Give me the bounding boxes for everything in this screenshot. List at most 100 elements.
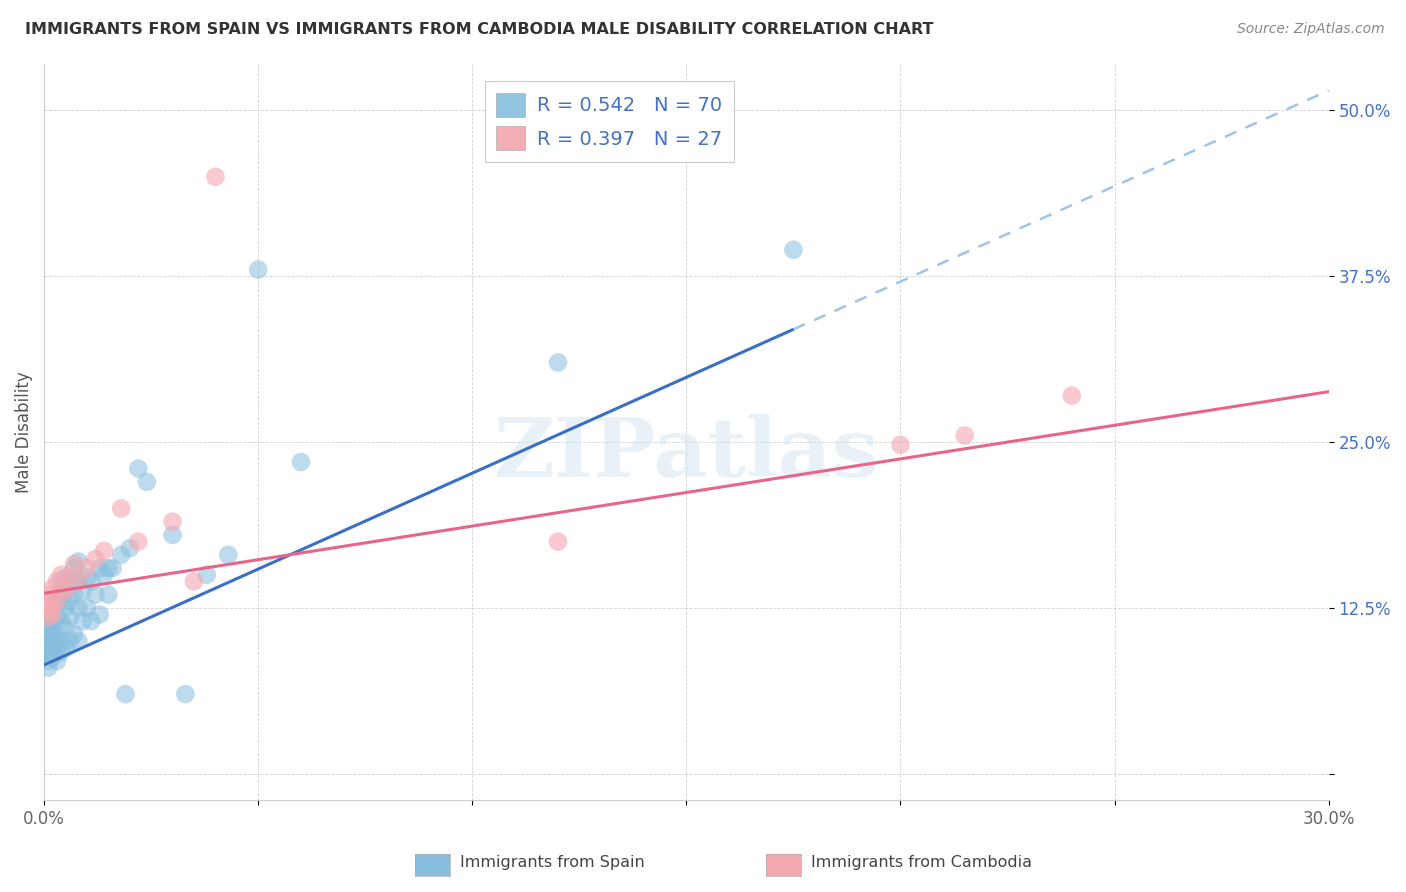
Point — [55, 570, 77, 584]
Point — [37, 597, 59, 611]
Point — [547, 534, 569, 549]
Point — [183, 574, 205, 589]
Point — [162, 528, 184, 542]
Point — [59, 610, 82, 624]
Point — [162, 515, 184, 529]
Point — [46, 610, 69, 624]
Point — [127, 534, 149, 549]
Point — [84, 588, 107, 602]
Point — [55, 583, 77, 598]
Point — [76, 600, 98, 615]
Point — [135, 475, 157, 489]
Point — [547, 355, 569, 369]
Point — [63, 627, 86, 641]
Point — [55, 583, 77, 598]
Point — [63, 561, 86, 575]
Point — [76, 561, 98, 575]
Point — [55, 640, 77, 655]
Point — [37, 588, 59, 602]
Point — [84, 551, 107, 566]
Point — [59, 574, 82, 589]
Point — [217, 548, 239, 562]
Point — [110, 501, 132, 516]
Point — [782, 243, 804, 257]
Text: ZIPatlas: ZIPatlas — [494, 414, 879, 494]
Point — [59, 570, 82, 584]
Point — [37, 621, 59, 635]
Point — [41, 632, 63, 646]
Point — [114, 687, 136, 701]
Point — [41, 581, 63, 595]
Point — [37, 610, 59, 624]
Point — [889, 438, 911, 452]
Point — [174, 687, 197, 701]
Point — [118, 541, 141, 556]
Point — [80, 614, 103, 628]
Point — [89, 607, 111, 622]
Point — [72, 583, 94, 598]
Point — [37, 605, 59, 619]
Point — [37, 648, 59, 662]
Point — [37, 660, 59, 674]
Point — [247, 262, 270, 277]
Point — [93, 544, 115, 558]
Point — [51, 574, 73, 589]
Point — [41, 637, 63, 651]
Point — [46, 627, 69, 641]
Text: Immigrants from Cambodia: Immigrants from Cambodia — [811, 855, 1032, 870]
Text: Immigrants from Spain: Immigrants from Spain — [460, 855, 644, 870]
Point — [97, 561, 120, 575]
Point — [97, 588, 120, 602]
Point — [46, 594, 69, 608]
Point — [55, 621, 77, 635]
Point — [51, 567, 73, 582]
Point — [41, 597, 63, 611]
Point — [41, 607, 63, 622]
Point — [37, 645, 59, 659]
Point — [63, 557, 86, 571]
Point — [41, 624, 63, 638]
Point — [93, 567, 115, 582]
Point — [67, 574, 90, 589]
Point — [51, 614, 73, 628]
Point — [67, 600, 90, 615]
Y-axis label: Male Disability: Male Disability — [15, 371, 32, 493]
Point — [46, 597, 69, 611]
Point — [41, 640, 63, 655]
Point — [41, 614, 63, 628]
Point — [51, 634, 73, 648]
Point — [290, 455, 312, 469]
Point — [59, 634, 82, 648]
Point — [41, 650, 63, 665]
Point — [127, 461, 149, 475]
Point — [204, 169, 226, 184]
Point — [51, 583, 73, 598]
Point — [80, 574, 103, 589]
Point — [67, 554, 90, 568]
Point — [46, 645, 69, 659]
Point — [37, 634, 59, 648]
Point — [37, 627, 59, 641]
Legend: R = 0.542   N = 70, R = 0.397   N = 27: R = 0.542 N = 70, R = 0.397 N = 27 — [485, 81, 734, 161]
Point — [46, 637, 69, 651]
Point — [1060, 389, 1083, 403]
Point — [67, 574, 90, 589]
Text: IMMIGRANTS FROM SPAIN VS IMMIGRANTS FROM CAMBODIA MALE DISABILITY CORRELATION CH: IMMIGRANTS FROM SPAIN VS IMMIGRANTS FROM… — [25, 22, 934, 37]
Point — [59, 594, 82, 608]
Point — [51, 645, 73, 659]
Point — [76, 570, 98, 584]
Point — [46, 574, 69, 589]
Point — [89, 561, 111, 575]
Point — [195, 567, 218, 582]
Point — [110, 548, 132, 562]
Point — [37, 640, 59, 655]
Point — [101, 561, 124, 575]
Point — [55, 600, 77, 615]
Point — [51, 594, 73, 608]
Text: Source: ZipAtlas.com: Source: ZipAtlas.com — [1237, 22, 1385, 37]
Point — [37, 637, 59, 651]
Point — [37, 654, 59, 668]
Point — [72, 614, 94, 628]
Point — [41, 648, 63, 662]
Point — [37, 624, 59, 638]
